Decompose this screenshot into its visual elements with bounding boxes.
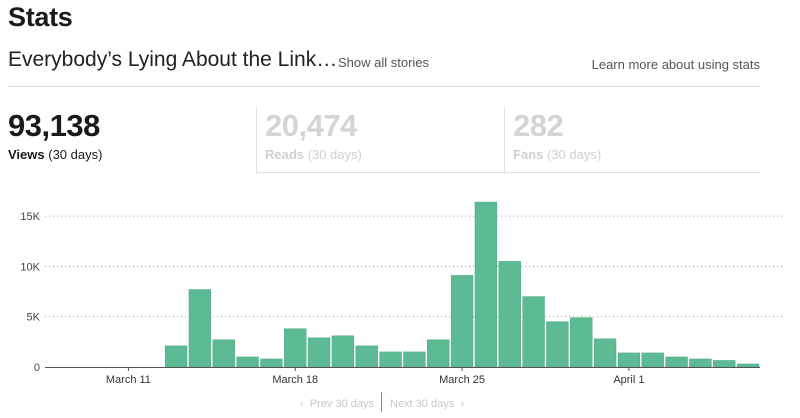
y-tick-label: 0 [34, 362, 40, 374]
x-tick-label: March 25 [439, 374, 485, 386]
prev-30-days-button[interactable]: ‹ Prev 30 days [300, 398, 374, 410]
chart-bar [355, 345, 378, 368]
x-tick-label: April 1 [613, 374, 644, 386]
views-chart: 0 5K 10K 15K March 11 March 18 March 25 April 1 [0, 196, 800, 392]
fans-period: (30 days) [546, 147, 602, 162]
views-label-text: Views [8, 147, 45, 162]
chart-bar [617, 352, 641, 368]
chart-bar [689, 358, 712, 368]
chart-bar [713, 360, 736, 368]
chart-bar [236, 356, 259, 368]
reads-period: (30 days) [307, 147, 362, 162]
chart-bar [379, 351, 402, 368]
chart-bar [474, 201, 498, 368]
learn-more-link[interactable]: Learn more about using stats [591, 57, 760, 72]
fans-label-text: Fans [513, 147, 544, 162]
tab-views[interactable]: 93,138 Views (30 days) [0, 108, 256, 172]
views-period: (30 days) [48, 147, 103, 162]
chart-bar [641, 352, 664, 368]
chart-bar [403, 351, 426, 368]
chart-bar [498, 261, 521, 368]
next-30-days-button[interactable]: Next 30 days › [390, 398, 464, 410]
page-title: Stats [8, 2, 73, 32]
views-count: 93,138 [8, 108, 100, 143]
reads-label-text: Reads [265, 147, 305, 162]
story-header: Everybody’s Lying About the Link… Show a… [8, 46, 760, 87]
x-tick-label: March 11 [106, 374, 151, 386]
views-label: Views (30 days) [8, 147, 102, 162]
prev-label: Prev 30 days [309, 398, 374, 410]
y-tick-label: 15K [20, 211, 40, 223]
y-tick-label: 10K [20, 261, 40, 273]
chart-bar [570, 317, 593, 368]
stats-tabs: 93,138 Views (30 days) 20,474 Reads (30 … [0, 108, 761, 173]
chart-bar [427, 339, 450, 368]
tab-fans[interactable]: 282 Fans (30 days) [504, 108, 761, 173]
date-pager: ‹ Prev 30 days Next 30 days › [300, 392, 480, 414]
chart-bar [593, 338, 617, 368]
x-tick-label: March 18 [272, 374, 318, 386]
chart-bar [450, 275, 474, 368]
chart-bar [665, 356, 688, 368]
reads-label: Reads (30 days) [265, 147, 362, 162]
chart-bar [164, 345, 188, 368]
chart-bar [736, 363, 760, 368]
chart-bar [331, 335, 355, 368]
story-title: Everybody’s Lying About the Link… [8, 48, 338, 71]
chart-bar [307, 337, 331, 368]
next-label: Next 30 days [390, 398, 455, 410]
chart-bar [522, 296, 545, 368]
fans-count: 282 [513, 108, 564, 143]
chart-bar [260, 358, 283, 368]
chart-bar [546, 321, 569, 368]
show-all-stories-link[interactable]: Show all stories [338, 55, 430, 70]
chart-bar [188, 289, 212, 368]
views-bar-chart: 0 5K 10K 15K March 11 March 18 March 25 April 1 [20, 201, 785, 386]
chart-bar [212, 339, 235, 368]
chart-bar [284, 328, 307, 368]
fans-label: Fans (30 days) [513, 147, 601, 162]
y-tick-label: 5K [27, 312, 41, 324]
pager-divider [381, 392, 382, 412]
tab-reads[interactable]: 20,474 Reads (30 days) [256, 108, 505, 173]
reads-count: 20,474 [265, 108, 357, 143]
